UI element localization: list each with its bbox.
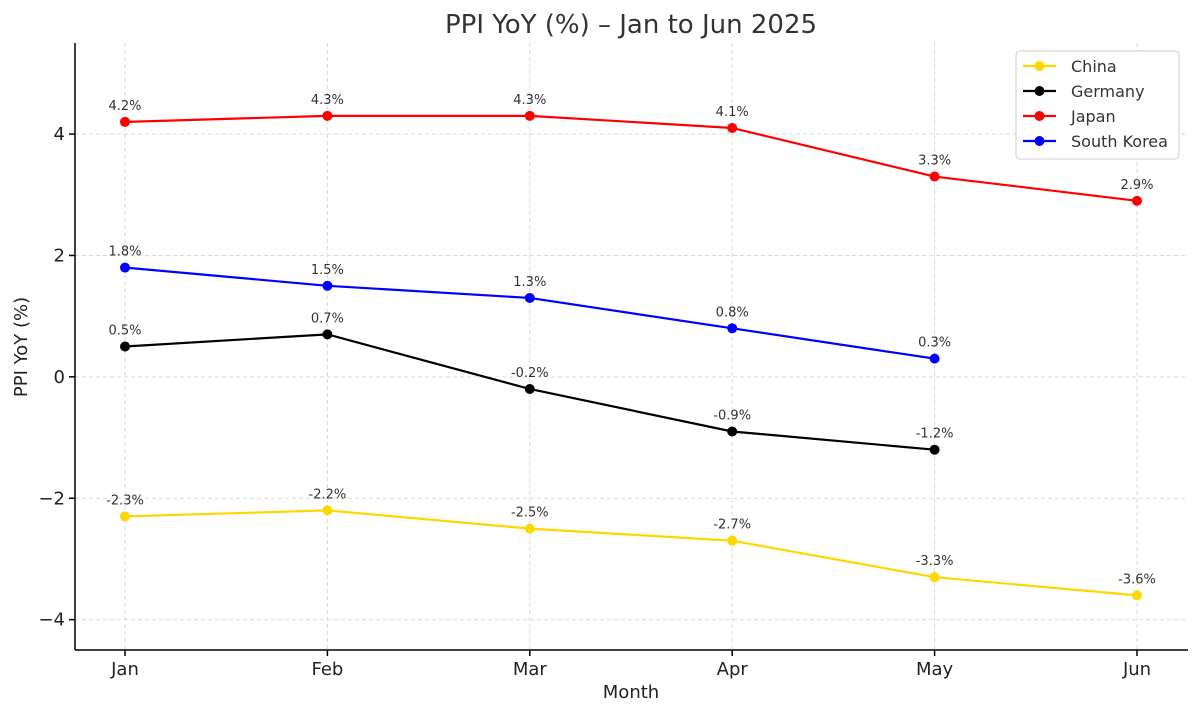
legend-marker-south-korea <box>1034 136 1045 146</box>
legend-box <box>1015 50 1180 160</box>
y-axis-label: PPI YoY (%) <box>11 297 32 397</box>
data-label-germany: 0.5% <box>108 324 141 339</box>
legend-marker-japan <box>1034 111 1045 121</box>
legend-marker-china <box>1034 61 1045 71</box>
data-label-south-korea: 1.5% <box>311 263 344 278</box>
x-axis-label: Month <box>603 682 659 703</box>
data-label-south-korea: 1.3% <box>513 275 546 290</box>
y-tick-label: −4 <box>38 610 65 631</box>
data-label-china: -2.3% <box>106 493 144 508</box>
x-tick-label: Jun <box>1122 659 1151 680</box>
legend: China Germany Japan South Korea <box>1015 50 1180 160</box>
data-point-south-korea <box>322 280 333 291</box>
data-point-china <box>322 505 333 516</box>
data-point-japan <box>929 171 940 182</box>
legend-label-china: China <box>1071 57 1117 76</box>
data-point-south-korea <box>727 323 738 334</box>
data-point-china <box>120 511 130 522</box>
data-label-china: -3.6% <box>1118 572 1156 587</box>
series <box>120 110 1142 601</box>
data-label-germany: -0.9% <box>713 408 751 423</box>
data-point-germany <box>120 341 130 352</box>
data-label-japan: 4.3% <box>311 93 344 108</box>
data-label-china: -2.7% <box>713 518 751 533</box>
data-label-japan: 2.9% <box>1120 178 1153 193</box>
data-label-china: -2.2% <box>309 487 347 502</box>
y-tick-label: 2 <box>54 245 65 266</box>
data-label-china: -3.3% <box>916 554 954 569</box>
chart-title: PPI YoY (%) – Jan to Jun 2025 <box>445 10 817 40</box>
legend-label-japan: Japan <box>1070 107 1116 126</box>
data-label-japan: 4.2% <box>108 99 141 114</box>
x-tick-label: Jan <box>110 659 139 680</box>
data-label-japan: 3.3% <box>918 154 951 169</box>
data-label-japan: 4.1% <box>716 105 749 120</box>
data-label-south-korea: 0.3% <box>918 336 951 351</box>
data-label-germany: -1.2% <box>916 427 954 442</box>
legend-label-south-korea: South Korea <box>1071 132 1168 151</box>
data-label-south-korea: 1.8% <box>108 245 141 260</box>
legend-marker-germany <box>1034 86 1045 96</box>
data-point-germany <box>322 329 333 340</box>
data-label-japan: 4.3% <box>513 93 546 108</box>
x-tick-label: Mar <box>513 659 548 680</box>
x-tick-label: May <box>916 659 954 680</box>
data-point-germany <box>929 444 940 455</box>
y-tick-label: 0 <box>54 367 65 388</box>
y-tick-label: −2 <box>38 488 65 509</box>
series-line-japan <box>124 114 1138 202</box>
axes: Jan Feb Mar Apr May Jun −4 −2 0 2 4 <box>38 43 1188 680</box>
y-tick-label: 4 <box>54 124 65 145</box>
x-tick-label: Feb <box>311 659 343 680</box>
data-label-germany: 0.7% <box>311 311 344 326</box>
data-label-germany: -0.2% <box>511 366 549 381</box>
data-labels: -2.3% -2.2% -2.5% -2.7% -3.3% -3.6% 0.5% 0.7% -0… <box>106 93 1156 588</box>
data-point-south-korea <box>929 353 940 364</box>
data-point-south-korea <box>524 292 535 303</box>
data-point-germany <box>524 383 535 394</box>
x-tick-label: Apr <box>717 659 749 680</box>
data-point-china <box>929 572 940 583</box>
data-label-china: -2.5% <box>511 506 549 521</box>
data-point-japan <box>524 110 535 121</box>
data-point-china <box>524 523 535 534</box>
data-label-south-korea: 0.8% <box>716 305 749 320</box>
series-line-china <box>124 509 1138 597</box>
data-point-japan <box>727 122 738 133</box>
data-point-germany <box>727 426 738 437</box>
data-point-japan <box>120 116 130 127</box>
data-point-japan <box>1132 195 1142 206</box>
legend-label-germany: Germany <box>1071 82 1145 101</box>
data-point-japan <box>322 110 333 121</box>
data-point-south-korea <box>120 262 130 273</box>
data-point-china <box>1132 590 1142 601</box>
data-point-china <box>727 535 738 546</box>
